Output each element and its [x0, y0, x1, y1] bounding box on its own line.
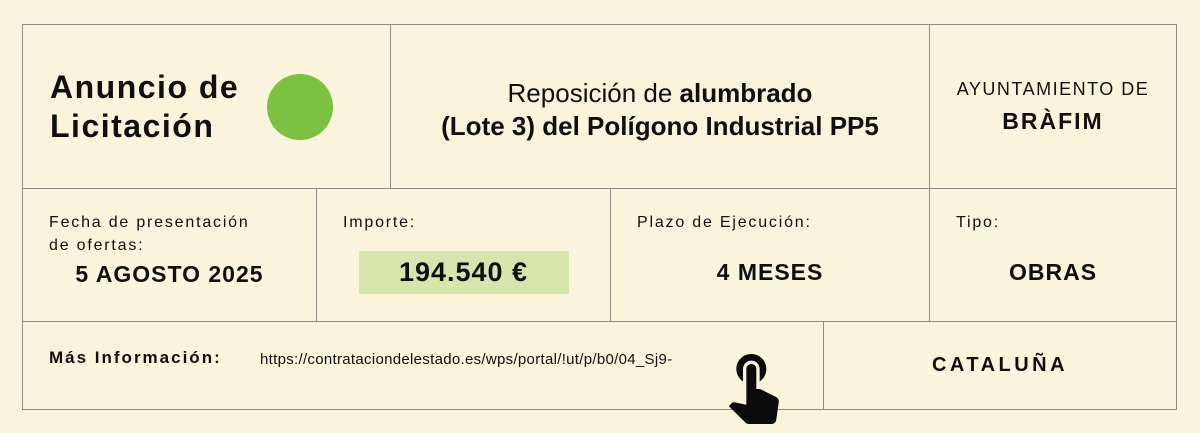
tipo-value: OBRAS: [1008, 259, 1098, 285]
licitacion-card: Anuncio de Licitación Reposición de alum…: [22, 24, 1177, 424]
footer-row: Más Información: https://contrataciondel…: [23, 322, 1176, 424]
fecha-label-line2: de ofertas:: [49, 237, 145, 254]
green-circle-icon: [267, 73, 334, 140]
organization-name: BRÀFIM: [1002, 107, 1104, 134]
tipo-label: Tipo:: [956, 214, 1000, 231]
plazo-value: 4 MESES: [716, 259, 824, 285]
details-row: Fecha de presentación de ofertas: 5 AGOS…: [23, 189, 1176, 322]
project-title-line2: (Lote 3) del Polígono Industrial PP5: [441, 110, 879, 141]
announcement-title-cell: Anuncio de Licitación: [23, 25, 390, 188]
region-cell: CATALUÑA: [823, 322, 1176, 409]
importe-value-wrap: 194.540 €: [317, 251, 610, 294]
organization-cell: AYUNTAMIENTO DE BRÀFIM: [929, 25, 1176, 188]
more-info-cell: Más Información: https://contrataciondel…: [23, 322, 823, 424]
touch-app-icon: [728, 354, 779, 424]
page-title-line1: Anuncio de: [50, 68, 240, 105]
plazo-cell: Plazo de Ejecución: 4 MESES: [610, 189, 929, 321]
header-row: Anuncio de Licitación Reposición de alum…: [23, 25, 1176, 189]
importe-value: 194.540 €: [358, 251, 569, 294]
project-title-cell: Reposición de alumbrado (Lote 3) del Pol…: [390, 25, 929, 188]
project-title-bold: alumbrado: [679, 77, 813, 108]
project-title-line1: Reposición de alumbrado: [508, 77, 813, 110]
info-url-link[interactable]: https://contrataciondelestado.es/wps/por…: [260, 351, 673, 368]
importe-label: Importe:: [343, 214, 417, 231]
page-title: Anuncio de Licitación: [50, 68, 239, 146]
organization-label: AYUNTAMIENTO DE: [956, 78, 1150, 99]
region-label: CATALUÑA: [931, 354, 1069, 376]
project-title-regular: Reposición de: [507, 77, 680, 108]
more-info-label: Más Información:: [49, 348, 222, 367]
tipo-cell: Tipo: OBRAS: [929, 189, 1176, 321]
importe-cell: Importe: 194.540 €: [316, 189, 610, 321]
fecha-label-line1: Fecha de presentación: [49, 214, 250, 231]
plazo-label: Plazo de Ejecución:: [637, 214, 812, 231]
fecha-cell: Fecha de presentación de ofertas: 5 AGOS…: [23, 189, 316, 321]
page-title-line2: Licitación: [50, 107, 215, 144]
fecha-value: 5 AGOSTO 2025: [75, 261, 264, 287]
fecha-label: Fecha de presentación de ofertas:: [49, 211, 250, 257]
